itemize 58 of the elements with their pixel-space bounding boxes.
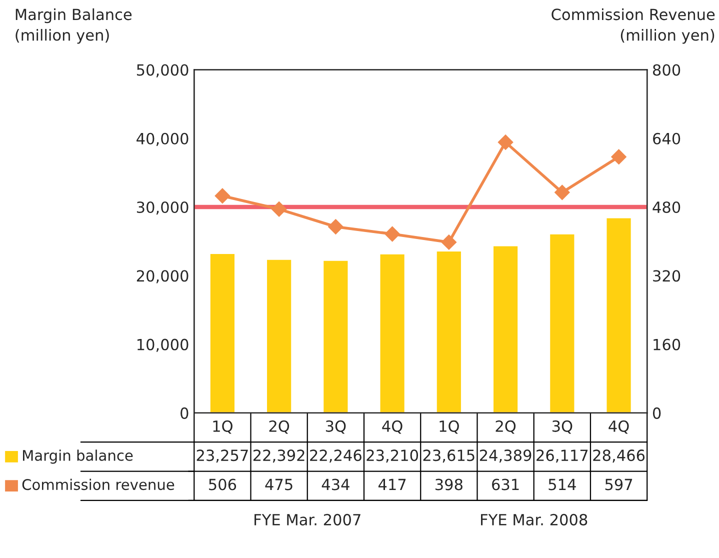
x-tick-label: 2Q bbox=[496, 420, 516, 434]
x-tick-label: 2Q bbox=[269, 420, 290, 434]
y-tick-label: 20,000 bbox=[136, 270, 188, 284]
bar bbox=[209, 252, 236, 413]
y2-tick-label: 320 bbox=[653, 270, 680, 282]
data-label: 417 bbox=[378, 478, 406, 490]
x-tick-label: 3Q bbox=[326, 420, 346, 434]
x-tick-label: 3Q bbox=[552, 420, 572, 434]
y-tick-label: 50,000 bbox=[136, 64, 188, 78]
x-tick-label: 4Q bbox=[608, 420, 629, 434]
y-tick-label: 10,000 bbox=[137, 338, 188, 352]
bar bbox=[378, 252, 406, 413]
data-label: 475 bbox=[265, 478, 292, 490]
y2-tick-label: 0 bbox=[652, 407, 661, 419]
data-label: 597 bbox=[605, 478, 632, 490]
x-tick-label: 1Q bbox=[440, 420, 459, 434]
legend-label: Margin balance bbox=[23, 450, 133, 464]
y2-tick-label: 160 bbox=[654, 338, 680, 350]
point bbox=[384, 226, 400, 242]
text: FYE Mar. 2008 bbox=[481, 514, 588, 526]
data-label: 631 bbox=[492, 478, 519, 490]
data-label: 23,615 bbox=[423, 450, 474, 463]
data-label: 398 bbox=[436, 478, 462, 490]
y2-axis-title: Commission Revenue (million yen) bbox=[552, 8, 715, 44]
data-label: 22,246 bbox=[310, 450, 362, 463]
data-label: 24,389 bbox=[480, 450, 532, 463]
y2-tick-label: 800 bbox=[652, 64, 680, 76]
bar bbox=[548, 232, 576, 413]
bar bbox=[266, 258, 292, 413]
point bbox=[271, 202, 287, 217]
data-label: 23,210 bbox=[366, 450, 418, 463]
y2-tick-label: 480 bbox=[652, 201, 680, 214]
text: FYE Mar. 2007 bbox=[254, 514, 360, 526]
y-axis-title: Margin Balance (million yen) bbox=[16, 8, 132, 44]
point bbox=[441, 234, 456, 250]
data-label: 26,117 bbox=[536, 450, 588, 463]
y-tick-label: 30,000 bbox=[136, 201, 188, 215]
x-tick-label: 4Q bbox=[382, 420, 402, 434]
data-label: 23,257 bbox=[196, 450, 248, 463]
point bbox=[554, 184, 570, 200]
x-tick-label: 1Q bbox=[213, 420, 232, 434]
data-label: 28,466 bbox=[593, 450, 645, 463]
data-label: 22,392 bbox=[253, 450, 304, 463]
bar bbox=[322, 260, 350, 413]
point bbox=[214, 188, 230, 204]
bar bbox=[605, 216, 632, 413]
y-tick-label: 0 bbox=[180, 407, 188, 419]
y-tick-label: 40,000 bbox=[136, 132, 188, 146]
bar bbox=[435, 250, 462, 413]
bar bbox=[492, 244, 519, 413]
data-label: 434 bbox=[322, 478, 350, 490]
point bbox=[611, 149, 626, 164]
data-label: 506 bbox=[209, 478, 236, 490]
legend-label: Commission revenue bbox=[22, 478, 174, 490]
point bbox=[498, 134, 514, 150]
y2-tick-label: 640 bbox=[653, 132, 680, 144]
point bbox=[328, 219, 344, 234]
data-label: 514 bbox=[548, 478, 576, 490]
